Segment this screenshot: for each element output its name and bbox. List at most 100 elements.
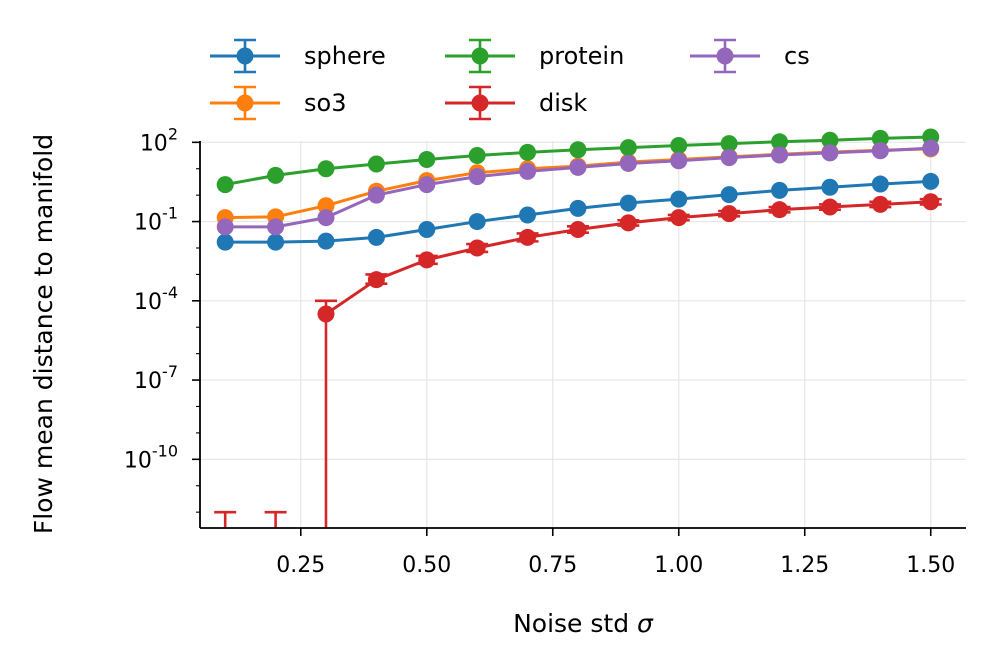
y-tick-label: 10-4 bbox=[134, 283, 178, 315]
marker-disk bbox=[569, 220, 587, 238]
x-tick-label: 0.75 bbox=[528, 553, 577, 578]
marker-sphere bbox=[519, 206, 537, 224]
y-tick-label: 10-1 bbox=[134, 204, 178, 236]
marker-cs bbox=[771, 146, 789, 164]
marker-sphere bbox=[922, 172, 940, 190]
grid-lines bbox=[200, 141, 966, 528]
x-tick-label: 0.25 bbox=[276, 553, 325, 578]
marker-cs bbox=[619, 154, 637, 172]
marker-disk bbox=[771, 201, 789, 219]
marker-disk bbox=[670, 209, 688, 227]
marker-sphere bbox=[267, 233, 285, 251]
marker-cs bbox=[468, 168, 486, 186]
marker-protein bbox=[821, 131, 839, 149]
marker-protein bbox=[871, 129, 889, 147]
y-tick-label: 102 bbox=[140, 124, 178, 156]
marker-cs bbox=[367, 186, 385, 204]
x-tick-label: 1.00 bbox=[654, 553, 703, 578]
legend-marker bbox=[236, 94, 254, 112]
marker-cs bbox=[922, 139, 940, 157]
marker-cs bbox=[519, 162, 537, 180]
marker-sphere bbox=[569, 199, 587, 217]
marker-sphere bbox=[821, 178, 839, 196]
marker-cs bbox=[418, 176, 436, 194]
marker-cs bbox=[267, 218, 285, 236]
y-tick-exponent: -10 bbox=[152, 441, 178, 460]
legend-marker bbox=[716, 47, 734, 65]
x-tick-label: 1.50 bbox=[906, 553, 955, 578]
legend-label: cs bbox=[784, 42, 810, 70]
marker-disk bbox=[367, 271, 385, 289]
marker-disk bbox=[922, 193, 940, 211]
x-tick-label: 0.50 bbox=[402, 553, 451, 578]
marker-cs bbox=[216, 218, 234, 236]
y-tick-exponent: 2 bbox=[168, 124, 178, 143]
marker-protein bbox=[720, 135, 738, 153]
marker-disk bbox=[720, 205, 738, 223]
marker-sphere bbox=[468, 213, 486, 231]
marker-cs bbox=[569, 158, 587, 176]
marker-protein bbox=[468, 147, 486, 165]
legend-marker bbox=[471, 47, 489, 65]
legend-item-so3: so3 bbox=[210, 85, 346, 121]
x-axis-label: Noise std σ bbox=[513, 609, 654, 638]
series-cs bbox=[216, 139, 940, 236]
marker-cs bbox=[720, 149, 738, 167]
legend-marker bbox=[471, 94, 489, 112]
marker-disk bbox=[468, 239, 486, 257]
y-ticks: 102 10-1 10-4 10-7 10-10 bbox=[124, 124, 200, 513]
y-tick-exponent: -1 bbox=[162, 204, 178, 223]
series-disk bbox=[214, 193, 942, 528]
legend-label: protein bbox=[539, 42, 624, 70]
y-tick-label: 10-10 bbox=[124, 441, 178, 473]
marker-disk bbox=[619, 214, 637, 232]
y-tick-exponent: -4 bbox=[162, 283, 178, 302]
marker-protein bbox=[771, 133, 789, 151]
marker-protein bbox=[519, 143, 537, 161]
marker-sphere bbox=[216, 233, 234, 251]
axes bbox=[199, 141, 966, 529]
marker-sphere bbox=[367, 228, 385, 246]
legend: sphere so3 protein disk cs bbox=[210, 38, 810, 121]
marker-disk bbox=[418, 251, 436, 269]
marker-sphere bbox=[418, 220, 436, 238]
marker-cs bbox=[317, 209, 335, 227]
marker-sphere bbox=[619, 194, 637, 212]
legend-item-disk: disk bbox=[445, 85, 587, 121]
legend-marker bbox=[236, 47, 254, 65]
marker-disk bbox=[317, 305, 335, 323]
marker-protein bbox=[216, 176, 234, 194]
legend-item-cs: cs bbox=[690, 38, 810, 74]
series-sphere bbox=[216, 172, 940, 251]
legend-label: disk bbox=[539, 89, 587, 117]
marker-protein bbox=[317, 160, 335, 178]
legend-item-sphere: sphere bbox=[210, 38, 386, 74]
marker-disk bbox=[871, 195, 889, 213]
x-tick-label: 1.25 bbox=[780, 553, 829, 578]
marker-cs bbox=[670, 152, 688, 170]
legend-label: so3 bbox=[304, 89, 346, 117]
marker-protein bbox=[670, 136, 688, 154]
marker-sphere bbox=[720, 186, 738, 204]
y-tick-label: 10-7 bbox=[134, 362, 178, 394]
marker-protein bbox=[367, 155, 385, 173]
legend-item-protein: protein bbox=[445, 38, 624, 74]
marker-sphere bbox=[317, 232, 335, 250]
x-ticks: 0.25 0.50 0.75 1.00 1.25 1.50 bbox=[276, 528, 955, 578]
y-axis-label: Flow mean distance to manifold bbox=[29, 134, 58, 534]
marker-disk bbox=[821, 198, 839, 216]
marker-so3 bbox=[317, 197, 335, 215]
marker-cs bbox=[821, 144, 839, 162]
marker-protein bbox=[619, 139, 637, 157]
marker-sphere bbox=[771, 181, 789, 199]
marker-sphere bbox=[670, 190, 688, 208]
y-tick-exponent: -7 bbox=[162, 362, 178, 381]
marker-cs bbox=[871, 142, 889, 160]
marker-protein bbox=[267, 166, 285, 184]
marker-protein bbox=[418, 150, 436, 168]
marker-sphere bbox=[871, 175, 889, 193]
legend-label: sphere bbox=[304, 42, 386, 70]
marker-disk bbox=[519, 228, 537, 246]
series-protein bbox=[216, 128, 940, 194]
